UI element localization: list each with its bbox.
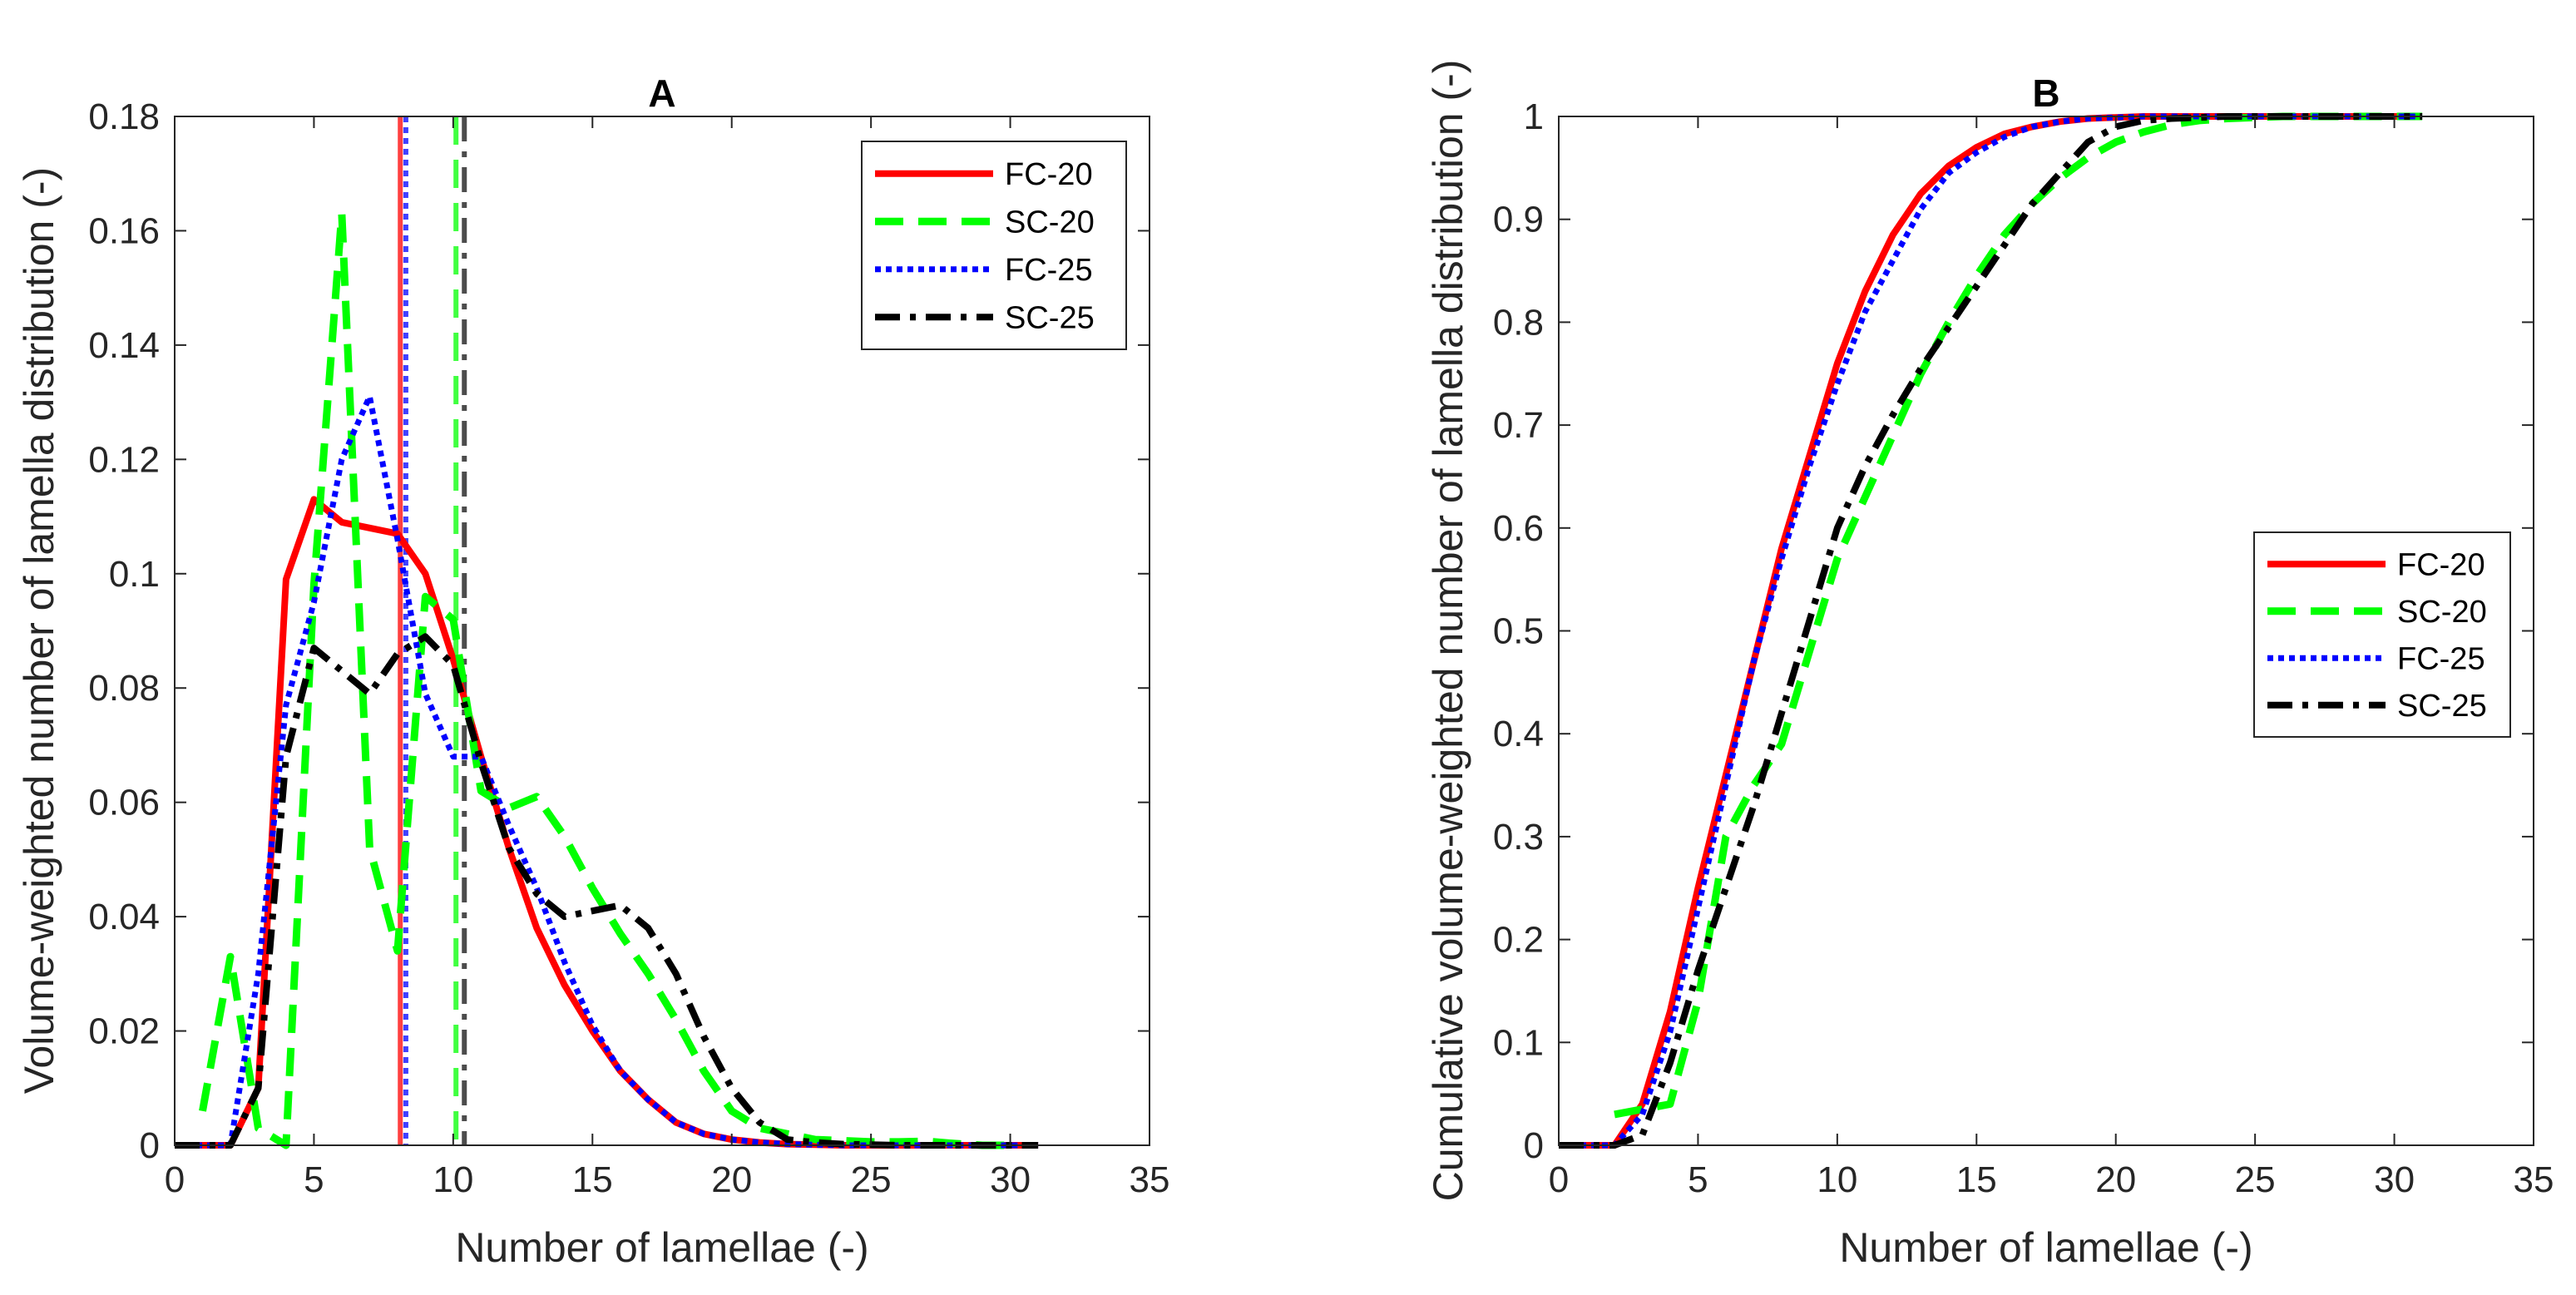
y-tick-label: 0.04 [88,897,160,937]
y-tick-label: 0 [140,1125,160,1166]
legend-label-sc-25: SC-25 [2397,689,2487,724]
x-tick-label: 30 [990,1159,1031,1200]
x-tick-label: 0 [1549,1159,1569,1200]
panel-a: 0 5 10 15 20 25 30 35 00.020.040.060.080.10.120… [16,72,1169,1271]
legend-label-sc-25: SC-25 [1005,300,1095,335]
panel-b-x-axis-label: Number of lamellae (-) [1839,1224,2252,1271]
series-line-sc-20 [199,210,1011,1149]
y-tick-label: 0.9 [1493,200,1544,240]
panel-b-y-ticks: 0 0.1 0.2 0.3 0.4 0.5 0.6 0.7 0.8 0.9 1 [1493,96,2534,1166]
x-tick-label: 15 [572,1159,613,1200]
x-tick-label: 20 [711,1159,752,1200]
y-tick-label: 0.06 [88,783,160,823]
legend-label-fc-20: FC-20 [2397,547,2485,582]
x-tick-label: 0 [165,1159,185,1200]
x-tick-label: 15 [1956,1159,1997,1200]
y-tick-label: 0.16 [88,210,160,251]
legend-label-sc-20: SC-20 [1005,205,1095,240]
y-tick-label: 0.7 [1493,405,1544,446]
panel-b-x-ticks: 0 5 10 15 20 25 30 35 [1549,116,2554,1200]
panel-a-title: A [648,72,675,115]
legend-label-fc-25: FC-25 [1005,253,1093,288]
y-tick-label: 0 [1524,1125,1544,1166]
panel-a-reference-lines [398,116,467,1145]
x-tick-label: 10 [433,1159,473,1200]
y-tick-label: 0.12 [88,439,160,480]
panel-a-y-ticks: 0 0.02 0.04 0.06 0.08 0.1 0.12 0.14 0.16 0.18 [88,96,1150,1166]
x-tick-label: 35 [2514,1159,2554,1200]
x-tick-label: 25 [851,1159,892,1200]
legend-label-fc-25: FC-25 [2397,641,2485,676]
y-tick-label: 0.08 [88,668,160,709]
panel-a-legend: FC-20 SC-20 FC-25 SC-25 [861,141,1127,350]
y-tick-label: 0.1 [109,554,160,595]
y-tick-label: 0.18 [88,96,160,137]
y-tick-label: 1 [1524,96,1544,137]
legend-label-fc-20: FC-20 [1005,157,1093,192]
panel-a-y-axis-label: Volume-weighted number of lamella distri… [16,167,62,1094]
y-tick-label: 0.2 [1493,920,1544,961]
panel-b-y-axis-label: Cumulative volume-weighted number of lam… [1425,60,1471,1202]
panel-b-legend: FC-20 SC-20 FC-25 SC-25 [2253,531,2511,738]
x-tick-label: 10 [1817,1159,1857,1200]
panel-a-x-ticks: 0 5 10 15 20 25 30 35 [165,116,1170,1200]
legend-label-sc-20: SC-20 [2397,595,2487,630]
panel-a-axes-box [174,116,1150,1146]
x-tick-label: 30 [2374,1159,2415,1200]
panel-a-x-axis-label: Number of lamellae (-) [455,1224,868,1271]
x-tick-label: 20 [2095,1159,2136,1200]
y-tick-label: 0.14 [88,325,160,366]
y-tick-label: 0.02 [88,1011,160,1052]
panel-b: 0 5 10 15 20 25 30 35 0 0.1 0.2 0.3 0.4 0.5 0.6 0.7 0.8… [1425,60,2554,1271]
x-tick-label: 35 [1130,1159,1170,1200]
y-tick-label: 0.5 [1493,611,1544,652]
panel-b-title: B [2032,72,2059,115]
x-tick-label: 5 [1688,1159,1708,1200]
y-tick-label: 0.8 [1493,302,1544,343]
y-tick-label: 0.1 [1493,1022,1544,1063]
y-tick-label: 0.3 [1493,817,1544,858]
x-tick-label: 25 [2235,1159,2276,1200]
x-tick-label: 5 [304,1159,324,1200]
y-tick-label: 0.6 [1493,508,1544,549]
y-tick-label: 0.4 [1493,714,1544,754]
